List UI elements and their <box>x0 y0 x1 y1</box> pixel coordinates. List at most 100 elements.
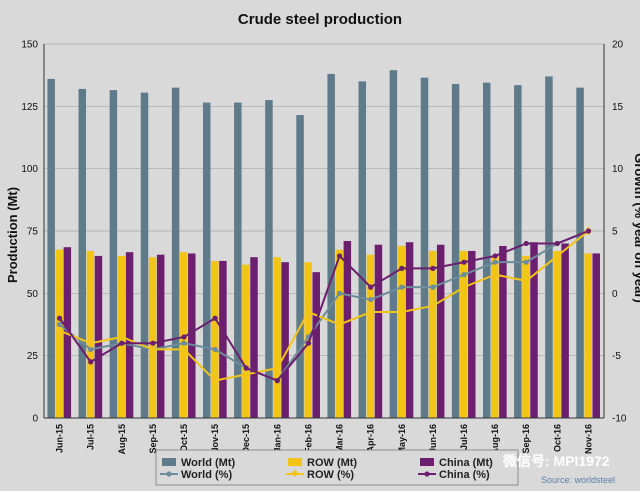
bar-world-mt <box>327 73 335 419</box>
right-tick-label: 20 <box>612 40 624 51</box>
point-china <box>399 265 405 271</box>
point-row <box>304 307 313 317</box>
bar-china-mt <box>468 250 476 418</box>
legend-label: World (%) <box>181 469 232 481</box>
axes <box>43 44 605 419</box>
bar-china-mt <box>436 244 445 418</box>
x-tick-label: Aug-15 <box>117 424 127 455</box>
bar-world-mt <box>296 115 304 418</box>
x-tick-label: Aug-16 <box>490 424 500 455</box>
legend: World (Mt) ROW (Mt) China (Mt) World (%) ROW… <box>160 457 493 481</box>
point-china <box>492 253 498 259</box>
legend-swatch <box>420 458 434 466</box>
point-world <box>399 284 405 290</box>
bar-china-mt <box>343 240 352 418</box>
point-world <box>368 296 374 303</box>
point-world <box>336 290 343 296</box>
bar-row-mt <box>211 260 219 418</box>
point-china <box>305 340 312 346</box>
left-tick-label: 25 <box>27 351 39 362</box>
x-tick-label: Feb-16 <box>303 424 313 453</box>
bar-world-mt <box>234 102 242 419</box>
bar-china-mt <box>312 272 320 418</box>
bar-world-mt <box>140 92 149 419</box>
left-tick-label: 125 <box>21 102 38 113</box>
bar-world-mt <box>109 90 118 419</box>
left-tick-label: 75 <box>27 227 39 238</box>
point-china <box>523 240 529 247</box>
x-tick-label: Mar-16 <box>335 424 345 453</box>
legend-marker <box>291 469 299 477</box>
x-tick-label: Jul-15 <box>86 424 96 450</box>
point-china <box>119 340 125 346</box>
point-china <box>274 378 280 384</box>
legend-label: China (%) <box>439 469 490 481</box>
left-tick-label: 150 <box>21 40 38 51</box>
point-row <box>210 376 220 385</box>
bar-row-mt <box>459 250 468 418</box>
left-tick-label: 50 <box>27 289 39 300</box>
point-china <box>368 284 374 290</box>
legend-swatch <box>162 458 176 466</box>
legend-box <box>155 449 519 486</box>
x-tick-label: Jun-16 <box>428 424 438 453</box>
point-row <box>55 326 64 335</box>
point-china <box>88 359 94 365</box>
left-tick-label: 100 <box>21 164 38 175</box>
point-row <box>241 370 251 379</box>
legend-label: World (Mt) <box>181 457 236 469</box>
legend-marker <box>424 471 430 477</box>
legend-swatch <box>288 458 302 466</box>
bar-world-mt <box>358 81 367 419</box>
bar-row-mt <box>522 255 530 418</box>
point-world <box>212 346 218 353</box>
point-china <box>554 240 560 247</box>
bar-china-mt <box>94 255 103 418</box>
right-axis-label: Growth (% year on year) <box>632 153 640 303</box>
bar-row-mt <box>86 250 95 418</box>
bar-row-mt <box>148 257 157 418</box>
bar-row-mt <box>304 262 312 418</box>
point-china <box>212 315 218 321</box>
bar-china-mt <box>592 253 600 418</box>
bar-china-mt <box>405 242 414 418</box>
point-row <box>86 338 95 348</box>
point-world <box>56 321 63 328</box>
point-china <box>585 228 592 234</box>
chart-title: Crude steel production <box>238 11 402 28</box>
bar-row-mt <box>584 253 592 418</box>
bar-row-mt <box>335 249 343 418</box>
bar-china-mt <box>125 252 134 418</box>
bar-row-mt <box>553 250 561 418</box>
source-note: Source: worldsteel <box>541 475 615 485</box>
x-tick-label: Sep-15 <box>148 424 158 454</box>
x-tick-label: Nov-15 <box>210 424 220 454</box>
x-tick-label: Sep-16 <box>521 424 531 454</box>
point-world <box>181 340 187 346</box>
point-row <box>428 301 438 311</box>
point-row <box>397 307 407 317</box>
point-row <box>117 332 127 342</box>
right-tick-label: 5 <box>612 227 618 238</box>
point-china <box>243 365 249 371</box>
point-china <box>181 334 187 340</box>
legend-label: China (Mt) <box>439 457 493 469</box>
point-world <box>461 272 467 278</box>
point-row <box>179 345 189 354</box>
bar-world-mt <box>171 87 180 418</box>
bar-china-mt <box>219 260 227 418</box>
bar-row-mt <box>273 257 281 418</box>
line-china <box>58 230 589 382</box>
bar-china-mt <box>188 253 196 418</box>
x-tick-label: Jul-16 <box>459 424 469 450</box>
point-row <box>335 320 344 329</box>
point-world <box>430 284 436 290</box>
watermark: 微信号: MPI1972 <box>502 453 610 469</box>
point-row <box>366 307 375 317</box>
right-tick-label: 0 <box>612 289 618 300</box>
bar-world-mt <box>451 83 460 418</box>
x-tick-label: Oct-16 <box>552 424 562 452</box>
bar-world-mt <box>514 85 522 418</box>
bar-china-mt <box>561 243 569 418</box>
